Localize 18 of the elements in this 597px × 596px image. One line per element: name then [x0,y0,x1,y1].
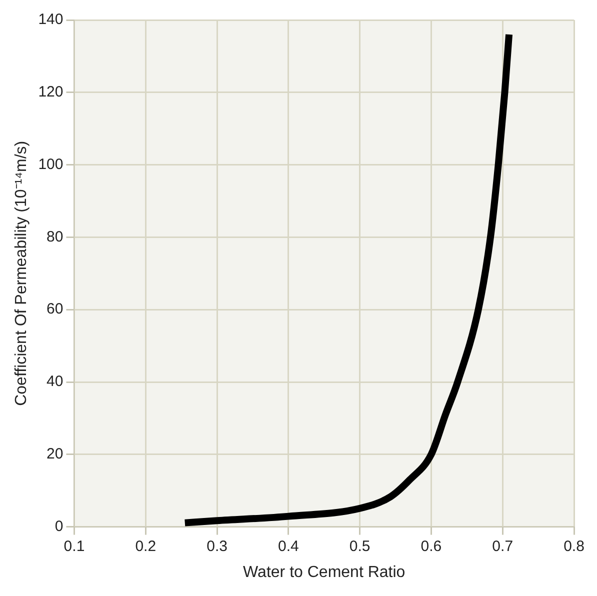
x-tick-label: 0.5 [349,538,370,555]
y-tick-label: 140 [38,11,64,28]
y-tick-label: 120 [38,84,64,101]
x-tick-label: 0.4 [278,538,299,555]
x-tick-label: 0.2 [135,538,156,555]
x-tick-label: 0.6 [420,538,442,555]
x-tick-label: 0.8 [564,538,584,555]
y-tick-label: 80 [46,228,64,246]
y-tick-label: 40 [46,373,64,390]
x-tick-label: 0.1 [64,538,85,555]
y-axis-title: Coefficient Of Permeability (10⁻¹⁴m/s) [13,140,30,406]
x-tick-label: 0.7 [492,538,514,555]
x-tick-label: 0.3 [206,538,228,555]
x-axis-title: Water to Cement Ratio [243,564,406,581]
y-tick-label: 100 [38,156,64,173]
y-tick-label: 0 [54,518,64,535]
y-tick-label: 60 [46,300,64,318]
y-tick-label: 20 [46,446,64,463]
